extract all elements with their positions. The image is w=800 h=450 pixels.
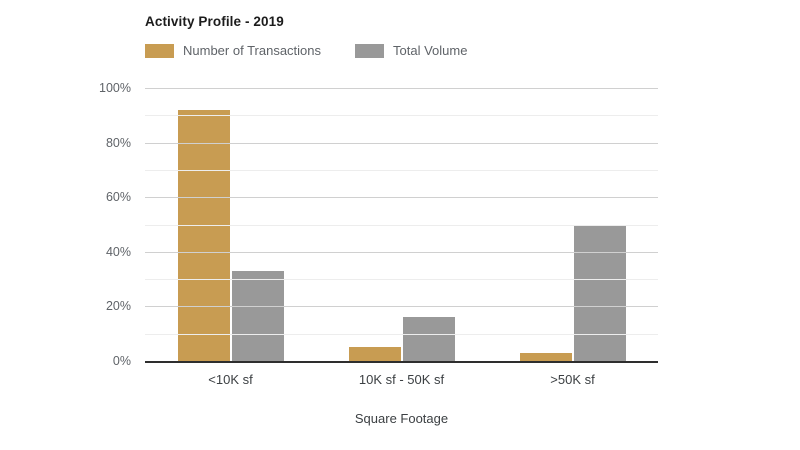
- x-category-label-50k-sf: >50K sf: [550, 372, 595, 387]
- y-tick-label-0: 0%: [112, 354, 131, 368]
- bar-group-10k-sf: [145, 88, 316, 361]
- x-category-label-10k-sf: <10K sf: [208, 372, 253, 387]
- legend-item-transactions: Number of Transactions: [145, 43, 321, 58]
- x-category-labels: <10K sf 10K sf - 50K sf >50K sf: [145, 372, 658, 387]
- gridline-50: [145, 224, 658, 226]
- gridline-20: [145, 306, 658, 308]
- y-tick-label-40: 40%: [105, 244, 131, 259]
- x-axis-title: Square Footage: [354, 411, 449, 426]
- bar-group-10k-sf-50k-sf: [316, 88, 487, 361]
- gridline-70: [145, 169, 658, 171]
- gridline-80: [145, 142, 658, 144]
- y-tick-label-20: 20%: [105, 299, 131, 314]
- bar-groups: [145, 88, 658, 361]
- legend-label-transactions: Number of Transactions: [183, 43, 322, 58]
- y-tick-label-100: 100%: [99, 81, 131, 95]
- bar-number-of-transactions-10k-sf-50k-sf: [348, 347, 401, 361]
- gridline-30: [145, 279, 658, 281]
- bar-group-50k-sf: [487, 88, 658, 361]
- y-tick-label-80: 80%: [105, 135, 131, 150]
- legend: Number of Transactions Total Volume: [145, 43, 501, 58]
- gridline-60: [145, 197, 658, 199]
- legend-swatch-volume: [355, 43, 385, 58]
- bar-number-of-transactions-50k-sf: [519, 352, 572, 361]
- bar-total-volume-10k-sf: [231, 270, 284, 361]
- gridline-100: [145, 88, 658, 89]
- plot-area: 0% 20% 40% 60% 80% 100%: [99, 81, 658, 368]
- gridline-90: [145, 115, 658, 117]
- chart-title: Activity Profile - 2019: [145, 14, 284, 29]
- legend-label-volume: Total Volume: [393, 43, 468, 58]
- legend-swatch-transactions: [145, 43, 174, 58]
- bar-total-volume-50k-sf: [573, 224, 626, 361]
- bar-number-of-transactions-10k-sf: [177, 109, 230, 361]
- legend-item-volume: Total Volume: [355, 43, 467, 58]
- bar-total-volume-10k-sf-50k-sf: [402, 317, 455, 361]
- gridline-10: [145, 333, 658, 335]
- x-category-label-10k-sf-50k-sf: 10K sf - 50K sf: [358, 372, 445, 387]
- y-tick-label-60: 60%: [105, 190, 131, 205]
- gridline-40: [145, 251, 658, 253]
